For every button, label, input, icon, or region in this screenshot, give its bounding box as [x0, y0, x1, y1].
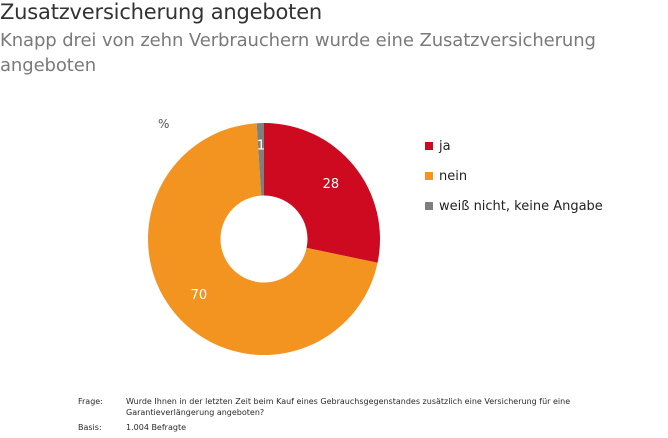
donut-slice-label: 1 — [257, 139, 265, 154]
legend-item-label: ja — [439, 138, 451, 154]
legend-item[interactable]: ja — [425, 131, 655, 161]
footnote-question-value: Wurde Ihnen in der letzten Zeit beim Kau… — [126, 397, 571, 417]
donut-chart-svg: 28 70 1 — [148, 123, 380, 355]
footnotes: Frage: Wurde Ihnen in der letzten Zeit b… — [78, 396, 598, 437]
page-title: Zusatzversicherung angeboten — [0, 0, 323, 24]
donut-slice[interactable] — [256, 123, 264, 196]
donut-slice-label: 70 — [191, 288, 208, 303]
page-subtitle: Knapp drei von zehn Verbrauchern wurde e… — [0, 30, 596, 76]
unit-label: % — [158, 117, 170, 131]
footnote-basis-value: 1.004 Befragte — [126, 423, 186, 432]
donut-slice-label: 28 — [323, 177, 340, 192]
footnote-question-key: Frage: — [78, 397, 103, 406]
legend-item-label: weiß nicht, keine Angabe — [439, 198, 603, 214]
legend-swatch-icon — [425, 202, 433, 210]
legend-swatch-icon — [425, 142, 433, 150]
legend-swatch-icon — [425, 172, 433, 180]
legend-item-label: nein — [439, 168, 468, 184]
donut-chart: 28 70 1 — [148, 123, 380, 355]
footnote-basis: Basis: 1.004 Befragte — [78, 422, 598, 433]
donut-slice[interactable] — [148, 123, 378, 355]
chart-legend: ja nein weiß nicht, keine Angabe — [425, 131, 655, 221]
legend-item[interactable]: nein — [425, 161, 655, 191]
footnote-question: Frage: Wurde Ihnen in der letzten Zeit b… — [78, 396, 598, 418]
donut-slice[interactable] — [264, 123, 380, 263]
footnote-basis-key: Basis: — [78, 423, 102, 432]
legend-item[interactable]: weiß nicht, keine Angabe — [425, 191, 655, 221]
